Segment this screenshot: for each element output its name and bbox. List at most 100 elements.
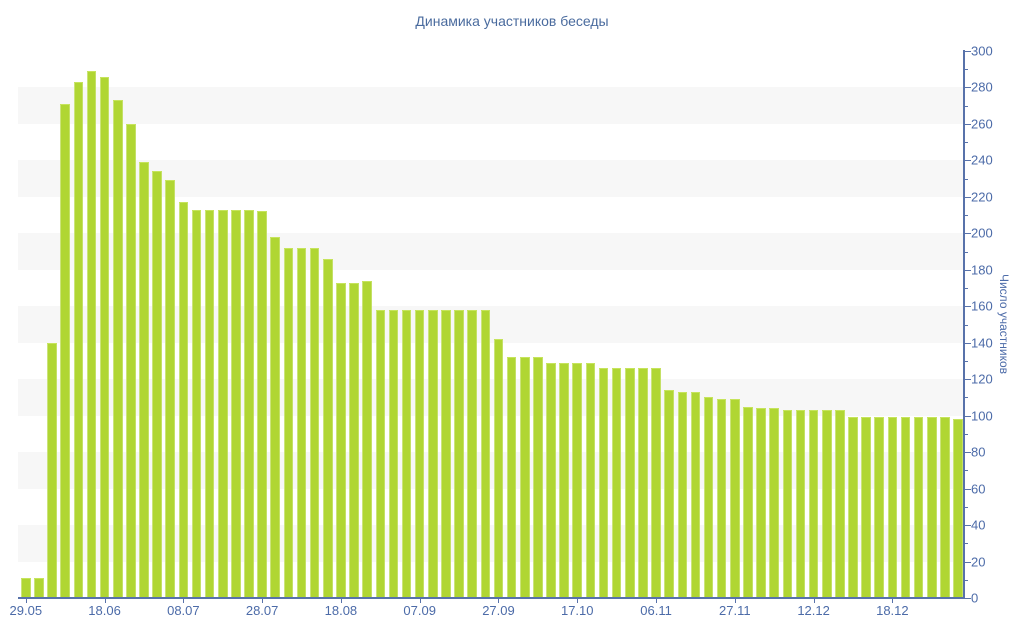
bar[interactable]: [835, 410, 845, 599]
bar[interactable]: [611, 368, 622, 599]
y-tick-label: 180: [971, 262, 993, 278]
bar[interactable]: [926, 417, 937, 599]
bar[interactable]: [874, 417, 885, 599]
bar[interactable]: [533, 357, 543, 599]
y-minor-tick: [965, 397, 968, 399]
bar[interactable]: [270, 236, 281, 599]
bar[interactable]: [191, 209, 202, 599]
bar[interactable]: [60, 103, 70, 599]
bar[interactable]: [848, 417, 858, 599]
y-major-tick: [965, 123, 971, 125]
x-tick: [104, 599, 106, 603]
bar[interactable]: [322, 258, 333, 599]
bar[interactable]: [336, 282, 346, 599]
chart-title: Динамика участников беседы: [415, 13, 609, 29]
y-minor-tick: [965, 69, 968, 71]
y-major-tick: [965, 525, 971, 527]
bar[interactable]: [362, 280, 372, 599]
x-axis-line: [18, 597, 965, 599]
bar[interactable]: [769, 408, 779, 599]
bar[interactable]: [349, 282, 359, 599]
bar[interactable]: [283, 247, 294, 599]
y-minor-tick: [965, 178, 968, 180]
bar[interactable]: [585, 362, 596, 599]
bar[interactable]: [821, 410, 832, 599]
y-major-tick: [965, 160, 971, 162]
bar[interactable]: [414, 309, 425, 599]
bar[interactable]: [441, 309, 451, 599]
bar[interactable]: [112, 100, 123, 599]
bar[interactable]: [638, 368, 648, 599]
bar[interactable]: [86, 71, 97, 599]
bar[interactable]: [690, 391, 701, 599]
bar[interactable]: [664, 390, 674, 599]
bar[interactable]: [506, 357, 517, 599]
bar[interactable]: [953, 419, 963, 599]
bar[interactable]: [703, 397, 714, 599]
bar[interactable]: [808, 410, 819, 599]
bar[interactable]: [454, 309, 464, 599]
bar[interactable]: [743, 406, 753, 599]
bar[interactable]: [493, 339, 504, 599]
bar[interactable]: [244, 209, 254, 599]
bar[interactable]: [375, 309, 386, 599]
y-tick-label: 160: [971, 298, 993, 314]
bar[interactable]: [782, 410, 793, 599]
x-tick-label: 17.10: [560, 603, 594, 618]
grid-band: [18, 306, 963, 343]
bar[interactable]: [900, 417, 911, 599]
bar[interactable]: [165, 180, 176, 599]
bar[interactable]: [204, 209, 215, 599]
bar[interactable]: [651, 368, 661, 599]
bar[interactable]: [126, 123, 136, 599]
bar[interactable]: [388, 309, 399, 599]
bar[interactable]: [546, 362, 556, 599]
bar[interactable]: [467, 309, 477, 599]
x-tick-label: 18.12: [876, 603, 909, 618]
y-tick-label: 300: [971, 43, 993, 59]
bar[interactable]: [887, 417, 898, 599]
bar[interactable]: [139, 162, 149, 599]
bar[interactable]: [598, 368, 609, 599]
bar[interactable]: [231, 209, 241, 599]
bar[interactable]: [730, 399, 740, 599]
bar[interactable]: [309, 247, 320, 599]
y-minor-tick: [965, 470, 968, 472]
bar[interactable]: [913, 417, 924, 599]
y-minor-tick: [965, 142, 968, 144]
bar[interactable]: [572, 362, 583, 599]
x-tick: [183, 599, 185, 603]
bar[interactable]: [428, 309, 438, 599]
grid-band: [18, 87, 963, 124]
bar[interactable]: [217, 209, 228, 599]
bar[interactable]: [99, 76, 110, 599]
bar[interactable]: [47, 342, 57, 599]
bar[interactable]: [480, 309, 491, 599]
bar[interactable]: [73, 81, 84, 599]
bar[interactable]: [940, 417, 950, 599]
y-major-tick: [965, 561, 971, 563]
bar[interactable]: [21, 577, 31, 599]
y-minor-tick: [965, 360, 968, 362]
bar[interactable]: [178, 202, 189, 599]
bar[interactable]: [677, 391, 688, 599]
bar[interactable]: [401, 309, 412, 599]
y-major-tick: [965, 452, 971, 454]
x-tick-label: 18.08: [324, 603, 358, 618]
bar[interactable]: [152, 171, 162, 599]
y-tick-label: 140: [971, 335, 993, 351]
bar[interactable]: [716, 399, 727, 599]
bar[interactable]: [519, 357, 530, 599]
bar[interactable]: [756, 408, 766, 599]
bar[interactable]: [559, 362, 569, 599]
bar[interactable]: [861, 417, 871, 599]
bar[interactable]: [257, 211, 267, 599]
y-major-tick: [965, 379, 971, 381]
bar[interactable]: [34, 577, 44, 599]
x-tick-label: 27.09: [482, 603, 515, 618]
bar[interactable]: [624, 368, 635, 599]
y-minor-tick: [965, 215, 968, 217]
bar[interactable]: [795, 410, 806, 599]
bar[interactable]: [296, 247, 307, 599]
y-major-tick: [965, 87, 971, 89]
